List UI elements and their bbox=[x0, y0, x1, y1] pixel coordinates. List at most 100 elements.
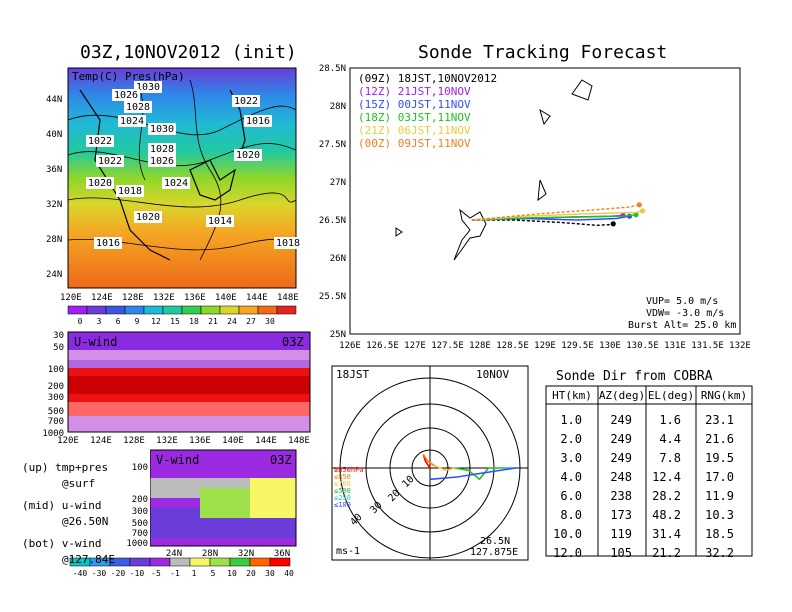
hodograph-unit: ms-1 bbox=[336, 546, 360, 557]
latitude-tick: 44N bbox=[46, 95, 62, 105]
table-row: 4.0 248 12.4 17.0 bbox=[560, 470, 734, 484]
isobar-label: 1020 bbox=[234, 149, 262, 161]
colorbar-swatch bbox=[257, 305, 278, 315]
isobar-line bbox=[67, 192, 297, 208]
u-wind-band bbox=[68, 402, 310, 416]
track-series-line bbox=[471, 219, 614, 227]
table-cell: 31.4 bbox=[652, 527, 681, 541]
pressure-tick: 200 bbox=[132, 495, 148, 505]
isobar-label: 1022 bbox=[96, 155, 124, 167]
table-frame bbox=[545, 385, 753, 557]
burst-altitude: Burst Alt= 25.0 km bbox=[628, 320, 736, 331]
hodograph-lat: 26.5N bbox=[480, 536, 510, 547]
init-time-title: 03Z,10NOV2012 (init) bbox=[80, 42, 297, 63]
colorbar-tick: 40 bbox=[284, 569, 294, 578]
sonde-direction-table: Sonde Dir from COBRA HT(km) AZ(deg) EL(deg… bbox=[545, 369, 753, 560]
note-line: (bot) v-wind bbox=[22, 537, 102, 550]
isobar-label: 1028 bbox=[148, 143, 176, 155]
isobar-label: 1016 bbox=[94, 237, 122, 249]
table-cell: 8.0 bbox=[560, 508, 582, 522]
track-latitude-ticks: 28.5N 28N 27.5N 27N 26.5N 26N 25.5N 25N bbox=[319, 64, 346, 340]
pressure-tick: 500 bbox=[132, 519, 148, 529]
table-cell: 3.0 bbox=[560, 451, 582, 465]
colorbar-tick: 5 bbox=[211, 569, 216, 578]
hodograph-time: 18JST bbox=[336, 368, 369, 381]
hodograph-lon: 127.875E bbox=[470, 547, 518, 558]
colorbar-swatch bbox=[124, 305, 145, 315]
colorbar-tick: -1 bbox=[170, 569, 180, 578]
level-legend-entry: ≤700 bbox=[334, 480, 351, 488]
level-legend-entry: ≥850hPa bbox=[334, 466, 364, 474]
longitude-tick: 144E bbox=[246, 293, 268, 303]
longitude-tick: 120E bbox=[60, 293, 82, 303]
svg-text:1028: 1028 bbox=[126, 102, 150, 113]
svg-text:1022: 1022 bbox=[98, 156, 122, 167]
latitude-tick: 28N bbox=[202, 549, 218, 558]
longitude-tick: 148E bbox=[277, 293, 299, 303]
longitude-tick: 128E bbox=[123, 436, 145, 445]
longitude-tick: 140E bbox=[222, 436, 244, 445]
level-legend-entry: ≤500 bbox=[334, 487, 351, 495]
table-cell: 18.5 bbox=[705, 527, 734, 541]
hodograph-lines bbox=[422, 454, 516, 481]
column-header: HT(km) bbox=[552, 389, 592, 402]
colorbar-swatch bbox=[189, 557, 211, 567]
table-row: 10.0 119 31.4 18.5 bbox=[553, 527, 734, 541]
colorbar-tick: 27 bbox=[246, 317, 256, 326]
table-cell: 1.0 bbox=[560, 413, 582, 427]
colorbar-swatch bbox=[229, 557, 251, 567]
pressure-tick: 700 bbox=[132, 529, 148, 539]
u-wind-frame bbox=[67, 331, 311, 433]
track-longitude-ticks: 126E 126.5E 127E 127.5E 128E 128.5E 129E 129.5E… bbox=[339, 341, 750, 351]
table-body: 1.0 249 1.6 23.1 2.0 249 4.4 21.6 3.0 249 7.8 19.5 4… bbox=[553, 413, 734, 560]
descent-speed: VDW= -3.0 m/s bbox=[646, 308, 724, 319]
colorbar-swatch bbox=[129, 557, 151, 567]
island-outline bbox=[395, 227, 403, 237]
colorbar-swatch bbox=[86, 305, 107, 315]
note-line: @26.50N bbox=[62, 515, 109, 528]
table-cell: 4.4 bbox=[659, 432, 681, 446]
note-line: @surf bbox=[62, 477, 96, 490]
table-cell: 11.9 bbox=[705, 489, 734, 503]
longitude-tick: 131.5E bbox=[691, 341, 724, 351]
latitude-tick: 28N bbox=[46, 235, 62, 245]
table-row: 12.0 105 21.2 32.2 bbox=[553, 546, 734, 560]
latitude-tick: 26.5N bbox=[319, 216, 346, 226]
legend-entry: (00Z) 09JST,11NOV bbox=[358, 137, 471, 150]
colorbar-tick: -10 bbox=[130, 569, 145, 578]
longitude-tick: 130.5E bbox=[626, 341, 659, 351]
track-lines bbox=[471, 202, 646, 227]
isobar-labels: 1030102610281024102210221020102810301026… bbox=[86, 81, 302, 249]
colorbar-swatch bbox=[105, 305, 126, 315]
colorbar-tick: 6 bbox=[116, 317, 121, 326]
map-field-label: Temp(C) Pres(hPa) bbox=[72, 70, 185, 83]
latitude-tick: 24N bbox=[46, 270, 62, 280]
table-cell: 12.0 bbox=[553, 546, 582, 560]
longitude-tick: 128E bbox=[469, 341, 491, 351]
v-wind-label: V-wind bbox=[156, 453, 199, 467]
longitude-tick: 126.5E bbox=[366, 341, 399, 351]
isobar-label: 1030 bbox=[134, 81, 162, 93]
svg-text:1018: 1018 bbox=[276, 238, 300, 249]
v-wind-frame bbox=[150, 449, 297, 547]
track-legend: (09Z) 18JST,10NOV2012(12Z) 21JST,10NOV(1… bbox=[358, 72, 497, 150]
table-cell: 23.1 bbox=[705, 413, 734, 427]
table-cell: 249 bbox=[610, 413, 632, 427]
longitude-tick: 136E bbox=[184, 293, 206, 303]
longitude-tick: 129.5E bbox=[561, 341, 594, 351]
isobar-label: 1020 bbox=[134, 211, 162, 223]
longitude-tick: 132E bbox=[729, 341, 750, 351]
longitude-tick: 128.5E bbox=[496, 341, 529, 351]
temperature-pressure-map: 1030102610281024102210221020102810301026… bbox=[46, 67, 302, 303]
track-series-line bbox=[471, 210, 643, 221]
latitude-tick: 26N bbox=[330, 254, 346, 264]
longitude-tick: 129E bbox=[534, 341, 556, 351]
svg-text:1020: 1020 bbox=[136, 212, 160, 223]
colorbar-swatch bbox=[67, 305, 88, 315]
latitude-tick: 28.5N bbox=[319, 64, 346, 74]
svg-text:1028: 1028 bbox=[150, 144, 174, 155]
island-outline bbox=[537, 179, 547, 202]
latitude-tick: 25N bbox=[330, 330, 346, 340]
table-cell: 1.6 bbox=[659, 413, 681, 427]
colorbar-tick: 3 bbox=[97, 317, 102, 326]
